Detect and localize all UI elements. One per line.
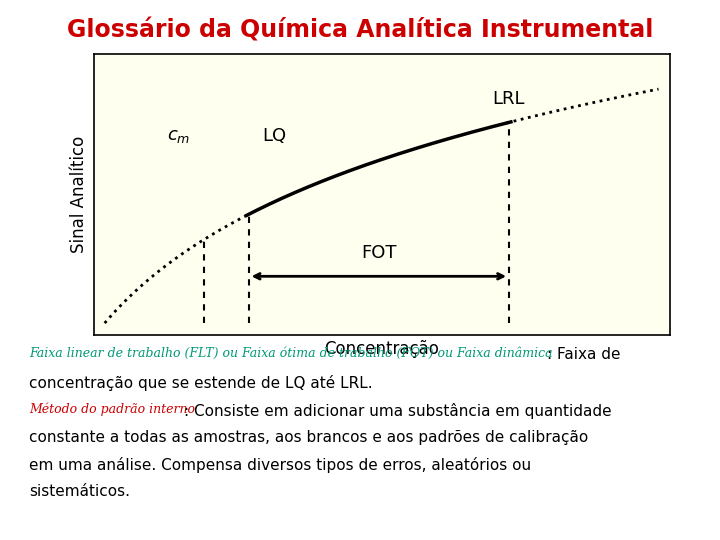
Text: FOT: FOT [361,244,397,262]
Text: : Consiste em adicionar uma substância em quantidade: : Consiste em adicionar uma substância e… [184,403,611,419]
Text: Glossário da Química Analítica Instrumental: Glossário da Química Analítica Instrumen… [67,19,653,43]
Text: : Faixa de: : Faixa de [547,347,621,362]
Text: Faixa linear de trabalho (FLT) ou Faixa ótima de trabalho (FOT) ou Faixa dinâmic: Faixa linear de trabalho (FLT) ou Faixa … [29,347,552,360]
Text: em uma análise. Compensa diversos tipos de erros, aleatórios ou: em uma análise. Compensa diversos tipos … [29,457,531,473]
Y-axis label: Sinal Analítico: Sinal Analítico [70,136,88,253]
Text: LRL: LRL [492,90,525,109]
Text: LQ: LQ [263,127,287,145]
Text: constante a todas as amostras, aos brancos e aos padrões de calibração: constante a todas as amostras, aos branc… [29,430,588,445]
Text: sistemáticos.: sistemáticos. [29,484,130,499]
Text: Método do padrão interno: Método do padrão interno [29,403,195,416]
Text: concentração que se estende de LQ até LRL.: concentração que se estende de LQ até LR… [29,375,372,391]
X-axis label: Concentração: Concentração [324,340,439,359]
Text: $c_m$: $c_m$ [167,127,191,145]
